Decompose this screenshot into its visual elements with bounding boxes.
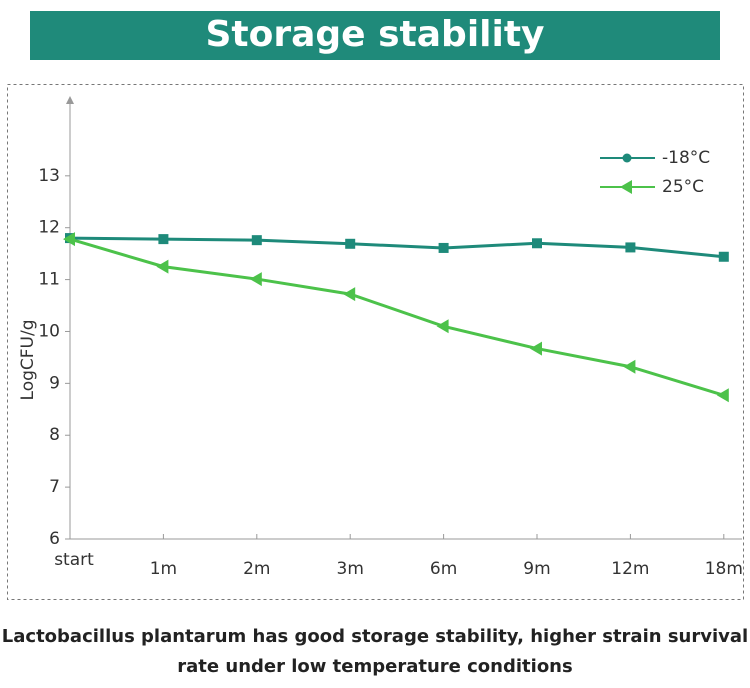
x-tick-label: 18m [705,559,743,579]
data-point [249,272,262,287]
data-point [716,388,729,403]
legend-label: 25°C [662,177,704,197]
x-tick-label: 3m [337,559,364,579]
y-tick-label: 13 [38,166,60,186]
y-axis-arrow [66,96,74,104]
data-point [530,341,542,356]
x-tick-label: 6m [430,559,457,579]
y-tick-label: 9 [49,373,60,393]
y-axis-label: LogCFU/g [18,320,38,401]
data-point [438,242,449,253]
x-tick-label: 2m [243,559,270,579]
data-point [158,234,169,245]
y-tick-label: 7 [49,477,60,497]
caption-line: rate under low temperature conditions [177,656,572,677]
data-point [251,235,262,246]
y-tick-label: 10 [38,321,60,341]
chart-title: Storage stability [205,14,544,55]
x-tick-label: start [54,550,94,570]
y-tick-label: 11 [38,270,60,290]
legend-marker [622,153,632,163]
data-point [718,251,729,262]
series-line [69,237,725,397]
data-point [343,287,356,302]
series-line [69,236,724,259]
frame [7,84,744,600]
data-point [156,259,169,274]
data-point [625,242,636,253]
data-point [532,238,542,249]
x-tick-label: 1m [150,559,177,579]
data-point [436,319,449,334]
x-tick-label: 9m [523,559,550,579]
y-tick-label: 12 [38,218,60,238]
data-point [623,359,636,374]
legend-marker [620,180,632,194]
data-point [63,232,75,247]
x-tick-label: 12m [611,559,649,579]
y-tick-label: 6 [49,529,60,549]
legend-label: -18°C [662,148,710,168]
caption-line: Lactobacillus plantarum has good storage… [2,626,748,647]
y-tick-label: 8 [49,425,60,445]
title-banner [30,11,720,60]
data-point [345,238,356,249]
